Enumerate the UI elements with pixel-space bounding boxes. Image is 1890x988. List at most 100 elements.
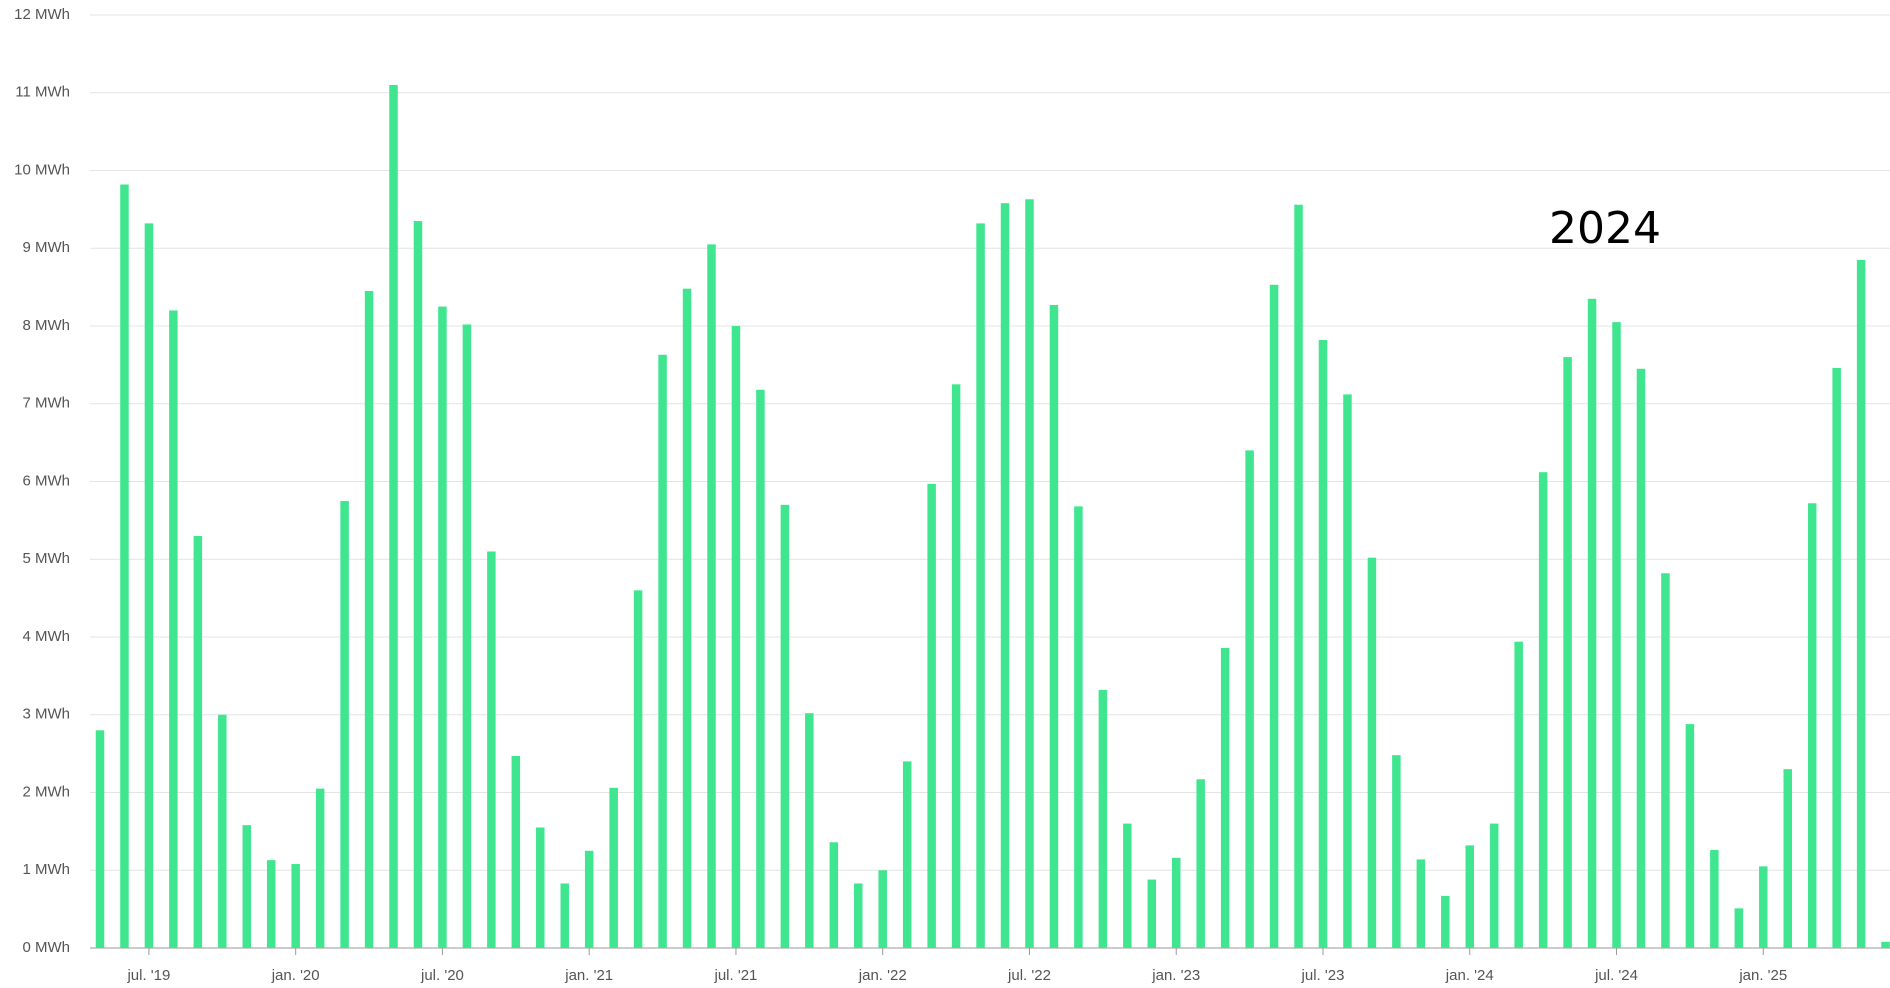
y-tick-label: 6 MWh bbox=[22, 472, 70, 489]
bar bbox=[976, 223, 985, 948]
y-tick-label: 7 MWh bbox=[22, 395, 70, 412]
bar bbox=[731, 326, 741, 948]
bar bbox=[1074, 506, 1083, 948]
y-tick-label: 3 MWh bbox=[22, 706, 70, 723]
bar bbox=[315, 788, 325, 948]
bar bbox=[1563, 357, 1572, 949]
bar bbox=[1514, 641, 1523, 948]
bar bbox=[120, 184, 129, 948]
bar bbox=[878, 870, 887, 948]
bar bbox=[1416, 859, 1426, 948]
bar bbox=[829, 842, 839, 948]
bar bbox=[144, 223, 154, 948]
y-tick-label: 10 MWh bbox=[14, 161, 70, 178]
y-tick-label: 12 MWh bbox=[14, 6, 70, 23]
bar bbox=[1318, 339, 1328, 948]
bar bbox=[1881, 941, 1890, 948]
bar bbox=[1710, 850, 1719, 948]
bar bbox=[389, 84, 398, 949]
bar bbox=[951, 384, 961, 948]
bar bbox=[633, 590, 643, 948]
bar bbox=[1196, 779, 1205, 948]
bar bbox=[1856, 259, 1866, 949]
bar bbox=[1465, 845, 1475, 948]
bar bbox=[1025, 199, 1034, 948]
bar bbox=[413, 221, 423, 949]
bar bbox=[1000, 203, 1010, 948]
x-tick-label: jul. '22 bbox=[1007, 967, 1051, 984]
y-tick-label: 5 MWh bbox=[22, 550, 70, 567]
bar bbox=[487, 551, 496, 948]
bar bbox=[1098, 689, 1108, 948]
bar bbox=[1049, 305, 1059, 948]
bar bbox=[1783, 769, 1792, 948]
x-tick-label: jul. '23 bbox=[1301, 967, 1345, 984]
bar bbox=[462, 324, 472, 948]
bar bbox=[364, 291, 374, 948]
bar bbox=[780, 504, 790, 948]
bar bbox=[707, 244, 716, 949]
bar bbox=[169, 310, 178, 948]
y-tick-label: 4 MWh bbox=[22, 628, 70, 645]
x-tick-label: jul. '24 bbox=[1594, 967, 1638, 984]
bar bbox=[1685, 724, 1695, 948]
bar bbox=[1832, 367, 1841, 948]
x-tick-label: jan. '22 bbox=[858, 967, 907, 984]
x-tick-label: jul. '20 bbox=[420, 967, 464, 984]
x-tick-label: jan. '21 bbox=[564, 967, 613, 984]
bar bbox=[95, 730, 105, 948]
bar bbox=[536, 827, 545, 948]
bar bbox=[1759, 866, 1768, 948]
bar bbox=[511, 755, 521, 948]
x-tick-label: jul. '21 bbox=[714, 967, 758, 984]
bar bbox=[1441, 895, 1450, 948]
y-tick-label: 1 MWh bbox=[22, 861, 70, 878]
bar bbox=[1734, 908, 1744, 948]
bar bbox=[805, 713, 814, 948]
y-tick-label: 8 MWh bbox=[22, 317, 70, 334]
bar bbox=[1171, 857, 1181, 948]
bar bbox=[560, 883, 569, 948]
bar bbox=[1538, 472, 1548, 948]
bar bbox=[1489, 823, 1499, 948]
bar bbox=[1294, 204, 1303, 948]
bar bbox=[218, 714, 227, 948]
y-tick-label: 9 MWh bbox=[22, 239, 70, 256]
bar bbox=[1661, 573, 1670, 948]
bar bbox=[1343, 394, 1352, 948]
bar bbox=[682, 288, 692, 948]
bar bbox=[340, 500, 349, 948]
x-tick-label: jan. '24 bbox=[1445, 967, 1494, 984]
bar bbox=[242, 825, 252, 948]
bar bbox=[756, 389, 765, 948]
bar bbox=[266, 860, 276, 948]
bar bbox=[854, 883, 863, 948]
y-tick-label: 2 MWh bbox=[22, 783, 70, 800]
bar bbox=[193, 535, 203, 948]
bar bbox=[1367, 557, 1377, 948]
bar bbox=[438, 306, 447, 948]
bar bbox=[927, 483, 936, 948]
x-tick-label: jul. '19 bbox=[126, 967, 170, 984]
bar bbox=[658, 354, 667, 949]
x-tick-label: jan. '23 bbox=[1151, 967, 1200, 984]
bar bbox=[1807, 503, 1817, 948]
bar bbox=[1147, 879, 1157, 948]
bar bbox=[291, 864, 300, 948]
x-tick-label: jan. '20 bbox=[271, 967, 320, 984]
y-tick-label: 11 MWh bbox=[15, 84, 70, 101]
bar bbox=[1123, 823, 1132, 948]
bar bbox=[902, 761, 912, 948]
bar bbox=[609, 787, 618, 948]
x-tick-label: jan. '25 bbox=[1738, 967, 1787, 984]
bar bbox=[1269, 284, 1279, 949]
bar bbox=[1220, 647, 1230, 948]
bar bbox=[1636, 368, 1646, 948]
bar bbox=[1392, 755, 1401, 948]
bar bbox=[1587, 298, 1597, 949]
y-tick-label: 0 MWh bbox=[22, 939, 70, 956]
annotation: 2024 bbox=[1549, 203, 1661, 254]
bar bbox=[1245, 450, 1254, 948]
